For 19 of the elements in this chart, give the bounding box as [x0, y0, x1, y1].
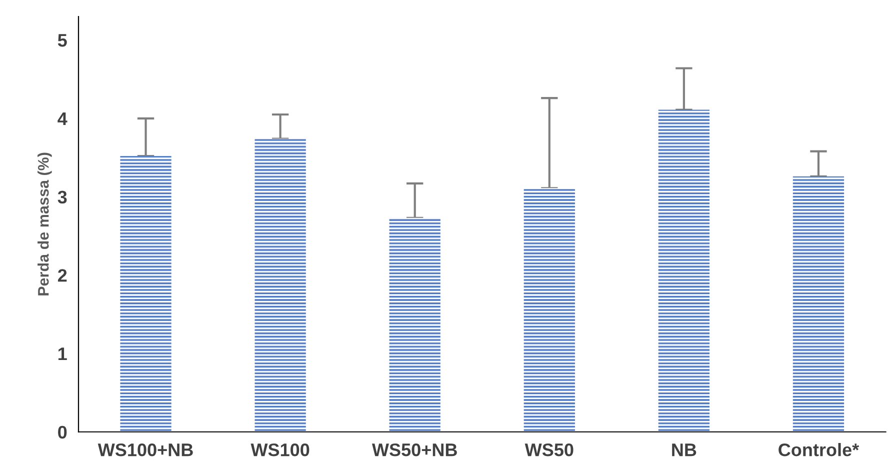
- y-tick-label: 1: [58, 348, 67, 360]
- x-tick-label: WS50: [524, 443, 574, 456]
- bar: [792, 176, 844, 432]
- bar: [524, 188, 575, 432]
- bar: [254, 138, 306, 432]
- y-tick-label: 5: [58, 34, 67, 47]
- x-tick-label: Controle*: [778, 442, 860, 456]
- x-tick-label: WS50+NB: [372, 443, 457, 456]
- bar: [120, 156, 172, 432]
- y-axis-title: Perda de massa (%): [38, 152, 52, 296]
- y-tick-label: 0: [58, 426, 67, 439]
- x-tick-label: NB: [672, 444, 696, 456]
- y-tick-label: 2: [58, 269, 67, 282]
- x-tick-label: WS100: [250, 443, 310, 456]
- bar: [389, 218, 440, 432]
- y-tick-label: 4: [58, 112, 68, 125]
- bar: [658, 110, 710, 432]
- x-tick-label: WS100+NB: [98, 443, 193, 456]
- y-tick-label: 3: [58, 190, 67, 204]
